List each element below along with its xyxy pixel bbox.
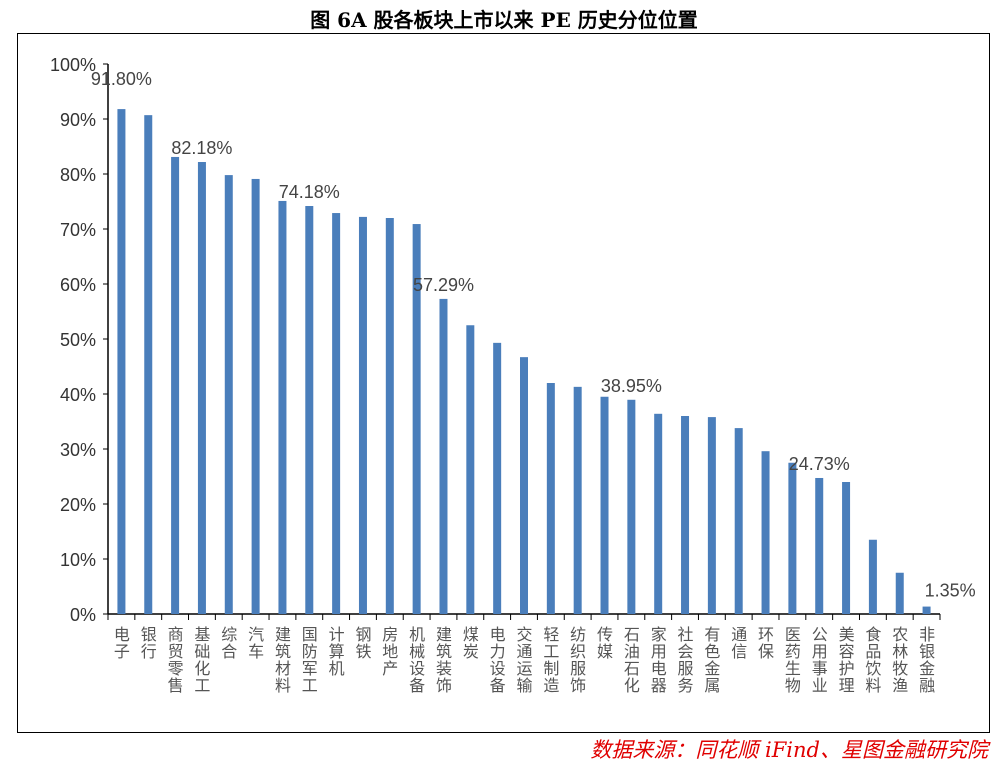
bar-通信 — [734, 428, 743, 614]
bar-环保 — [761, 451, 770, 614]
bar-非银金融 — [922, 606, 931, 614]
x-tick-label: 公用事业 — [809, 626, 828, 694]
chart-frame — [17, 33, 990, 733]
x-tick-label: 建筑装饰 — [433, 626, 452, 694]
bar-计算机 — [332, 213, 341, 615]
x-tick-label: 轻工制造 — [540, 626, 559, 694]
bar-银行 — [144, 115, 153, 615]
x-tick-label: 纺织服饰 — [567, 626, 586, 694]
x-tick-label: 环保 — [755, 626, 774, 660]
x-tick-label: 社会服务 — [675, 626, 694, 694]
bar-家用电器 — [654, 413, 663, 614]
x-tick-label: 基础化工 — [191, 626, 210, 694]
bar-钢铁 — [358, 216, 367, 614]
bar-基础化工 — [197, 162, 206, 614]
bar-轻工制造 — [546, 383, 555, 614]
y-tick-label: 40% — [60, 385, 96, 405]
bar-交通运输 — [520, 357, 528, 614]
x-tick-label: 煤炭 — [460, 626, 479, 660]
data-label: 91.80% — [91, 69, 152, 89]
x-tick-label: 银行 — [138, 626, 157, 660]
bar-食品饮料 — [868, 539, 877, 614]
x-tick-label: 建筑材料 — [272, 626, 291, 694]
data-label: 1.35% — [925, 581, 976, 601]
x-tick-label: 电力设备 — [487, 626, 506, 694]
x-tick-label: 综合 — [218, 626, 237, 660]
bar-电力设备 — [493, 342, 502, 614]
bar-综合 — [224, 175, 233, 614]
data-label: 57.29% — [413, 275, 474, 295]
data-label: 38.95% — [601, 376, 662, 396]
data-label: 24.73% — [789, 454, 850, 474]
x-tick-label: 计算机 — [326, 626, 345, 677]
x-tick-label: 非银金融 — [916, 626, 935, 694]
x-tick-label: 食品饮料 — [862, 626, 881, 694]
bar-传媒 — [600, 396, 609, 614]
bar-社会服务 — [681, 416, 690, 614]
bar-汽车 — [251, 178, 260, 614]
bar-美容护理 — [842, 482, 851, 614]
x-tick-label: 美容护理 — [836, 626, 855, 694]
x-tick-label: 通信 — [728, 626, 747, 660]
y-tick-label: 80% — [60, 165, 96, 185]
x-tick-label: 汽车 — [245, 626, 264, 660]
x-tick-label: 有色金属 — [701, 626, 720, 694]
bar-农林牧渔 — [895, 572, 904, 614]
x-tick-label: 钢铁 — [352, 626, 371, 660]
bar-商贸零售 — [171, 156, 180, 614]
source-note: 数据来源：同花顺 iFind、星图金融研究院 — [590, 738, 988, 762]
bar-电子 — [117, 109, 126, 614]
bar-石油石化 — [627, 399, 636, 614]
y-tick-label: 10% — [60, 550, 96, 570]
bar-医药生物 — [788, 462, 797, 614]
x-tick-label: 石油石化 — [621, 626, 640, 694]
bar-机械设备 — [412, 224, 421, 615]
bar-房地产 — [385, 218, 394, 614]
x-tick-label: 家用电器 — [648, 626, 667, 694]
y-tick-label: 50% — [60, 330, 96, 350]
y-tick-label: 20% — [60, 495, 96, 515]
y-tick-label: 0% — [70, 605, 96, 625]
x-tick-label: 房地产 — [379, 626, 398, 677]
bar-纺织服饰 — [573, 386, 582, 614]
y-tick-label: 90% — [60, 110, 96, 130]
y-tick-label: 70% — [60, 220, 96, 240]
x-tick-label: 电子 — [111, 626, 130, 660]
data-label: 82.18% — [171, 138, 232, 158]
x-tick-label: 商贸零售 — [165, 626, 184, 694]
chart-title: 图 6A 股各板块上市以来 PE 历史分位位置 — [310, 8, 698, 32]
x-tick-label: 医药生物 — [782, 626, 801, 694]
x-tick-label: 国防军工 — [299, 626, 318, 694]
bar-国防军工 — [305, 206, 314, 614]
bar-有色金属 — [707, 417, 716, 614]
bar-公用事业 — [815, 477, 824, 614]
bar-建筑材料 — [278, 200, 287, 614]
bar-建筑装饰 — [439, 298, 448, 614]
x-tick-label: 交通运输 — [514, 626, 533, 694]
y-tick-label: 100% — [50, 55, 96, 75]
x-tick-label: 农林牧渔 — [889, 626, 908, 694]
x-tick-label: 传媒 — [594, 626, 613, 660]
y-tick-label: 60% — [60, 275, 96, 295]
data-label: 74.18% — [279, 182, 340, 202]
bar-煤炭 — [466, 325, 475, 614]
x-tick-label: 机械设备 — [406, 626, 425, 694]
y-tick-label: 30% — [60, 440, 96, 460]
